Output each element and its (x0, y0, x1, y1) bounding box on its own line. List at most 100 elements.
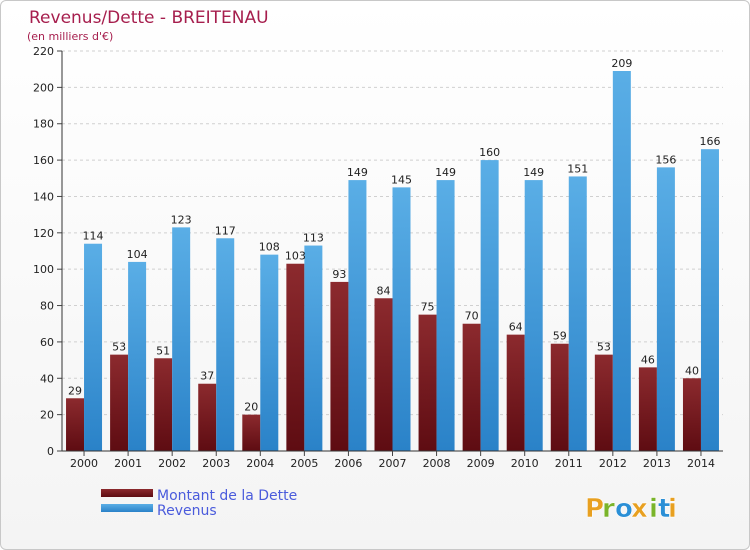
bar-revenus (700, 149, 719, 451)
bar-dette (638, 367, 657, 451)
y-tick-label: 160 (33, 154, 54, 167)
legend: Montant de la Dette Revenus (101, 488, 297, 519)
bar-dette (374, 298, 393, 451)
bar-dette (550, 343, 569, 451)
bar-dette (330, 281, 349, 451)
bar-revenus (436, 180, 455, 451)
legend-label-revenus: Revenus (157, 503, 217, 519)
chart-subtitle: (en milliers d'€) (27, 30, 113, 43)
y-tick-label: 80 (40, 300, 54, 313)
y-tick-label: 20 (40, 409, 54, 422)
x-tick-label: 2008 (423, 457, 451, 470)
bar-dette (154, 358, 173, 451)
bar-revenus (172, 227, 191, 451)
bar-revenus (656, 167, 675, 451)
data-label-revenus: 123 (171, 213, 192, 226)
data-label-revenus: 156 (655, 153, 676, 166)
data-label-dette: 29 (68, 384, 82, 397)
data-label-dette: 103 (285, 250, 306, 263)
data-label-dette: 75 (421, 301, 435, 314)
bar-revenus (304, 245, 323, 451)
bar-revenus (128, 261, 147, 451)
bar-revenus (84, 243, 103, 451)
bar-revenus (524, 180, 543, 451)
bar-dette (462, 323, 481, 451)
data-labels: 29 114 53 104 51 123 37 117 20 108 103 113 93 149 84 14… (68, 57, 720, 414)
bar-revenus (260, 254, 279, 451)
x-tick-label: 2011 (555, 457, 583, 470)
data-label-dette: 59 (553, 330, 567, 343)
bar-dette (242, 414, 261, 451)
legend-swatch-revenus (101, 504, 153, 512)
data-label-dette: 20 (244, 401, 258, 414)
proxiti-logo: Pr ox i ti (585, 494, 677, 525)
bar-dette (198, 383, 217, 451)
y-tick-label: 180 (33, 118, 54, 131)
data-label-revenus: 108 (259, 241, 280, 254)
logo-letter: i (649, 494, 658, 524)
legend-swatch-dette (101, 489, 153, 497)
x-tick-label: 2000 (70, 457, 98, 470)
data-label-revenus: 151 (567, 162, 588, 175)
data-label-dette: 51 (156, 344, 170, 357)
x-tick-label: 2014 (687, 457, 715, 470)
data-label-revenus: 149 (523, 166, 544, 179)
data-label-revenus: 160 (479, 146, 500, 159)
data-label-revenus: 113 (303, 232, 324, 245)
data-label-revenus: 114 (83, 230, 104, 243)
data-label-dette: 37 (200, 370, 214, 383)
data-label-dette: 70 (465, 310, 479, 323)
y-tick-label: 220 (33, 45, 54, 58)
x-tick-label: 2005 (290, 457, 318, 470)
bars (66, 71, 719, 452)
data-label-revenus: 149 (435, 166, 456, 179)
bar-revenus (480, 160, 499, 451)
data-label-dette: 40 (685, 364, 699, 377)
data-label-dette: 64 (509, 321, 523, 334)
data-label-dette: 93 (332, 268, 346, 281)
bar-dette (110, 354, 129, 451)
x-tick-label: 2002 (158, 457, 186, 470)
bar-dette (286, 263, 305, 451)
y-tick-label: 60 (40, 336, 54, 349)
data-label-dette: 84 (377, 284, 391, 297)
data-label-revenus: 209 (611, 57, 632, 70)
bar-dette (418, 314, 437, 451)
y-tick-label: 200 (33, 81, 54, 94)
data-label-revenus: 117 (215, 224, 236, 237)
x-tick-label: 2007 (379, 457, 407, 470)
logo-letter: t (658, 494, 670, 524)
x-tick-label: 2004 (246, 457, 274, 470)
x-tick-label: 2006 (334, 457, 362, 470)
logo-letter: x (631, 494, 648, 524)
y-tick-label: 140 (33, 190, 54, 203)
bar-revenus (568, 176, 587, 452)
bar-dette (66, 398, 85, 451)
x-tick-label: 2012 (599, 457, 627, 470)
x-tick-label: 2009 (467, 457, 495, 470)
logo-letter: r (602, 494, 615, 524)
logo-letter: P (585, 494, 604, 524)
data-label-dette: 53 (597, 341, 611, 354)
bar-dette (506, 334, 525, 451)
x-tick-label: 2010 (511, 457, 539, 470)
data-label-dette: 53 (112, 341, 126, 354)
bar-revenus (612, 71, 631, 451)
x-tick-label: 2003 (202, 457, 230, 470)
bar-revenus (216, 238, 235, 451)
bar-revenus (392, 187, 411, 451)
logo-letter: i (668, 494, 677, 524)
data-label-revenus: 149 (347, 166, 368, 179)
data-label-revenus: 166 (699, 135, 720, 148)
bar-dette (682, 378, 701, 451)
data-label-dette: 46 (641, 353, 655, 366)
data-label-revenus: 145 (391, 173, 412, 186)
y-tick-label: 0 (47, 445, 54, 458)
legend-label-dette: Montant de la Dette (157, 488, 297, 504)
x-tick-label: 2013 (643, 457, 671, 470)
chart-title: Revenus/Dette - BREITENAU (29, 8, 269, 28)
y-tick-label: 40 (40, 372, 54, 385)
